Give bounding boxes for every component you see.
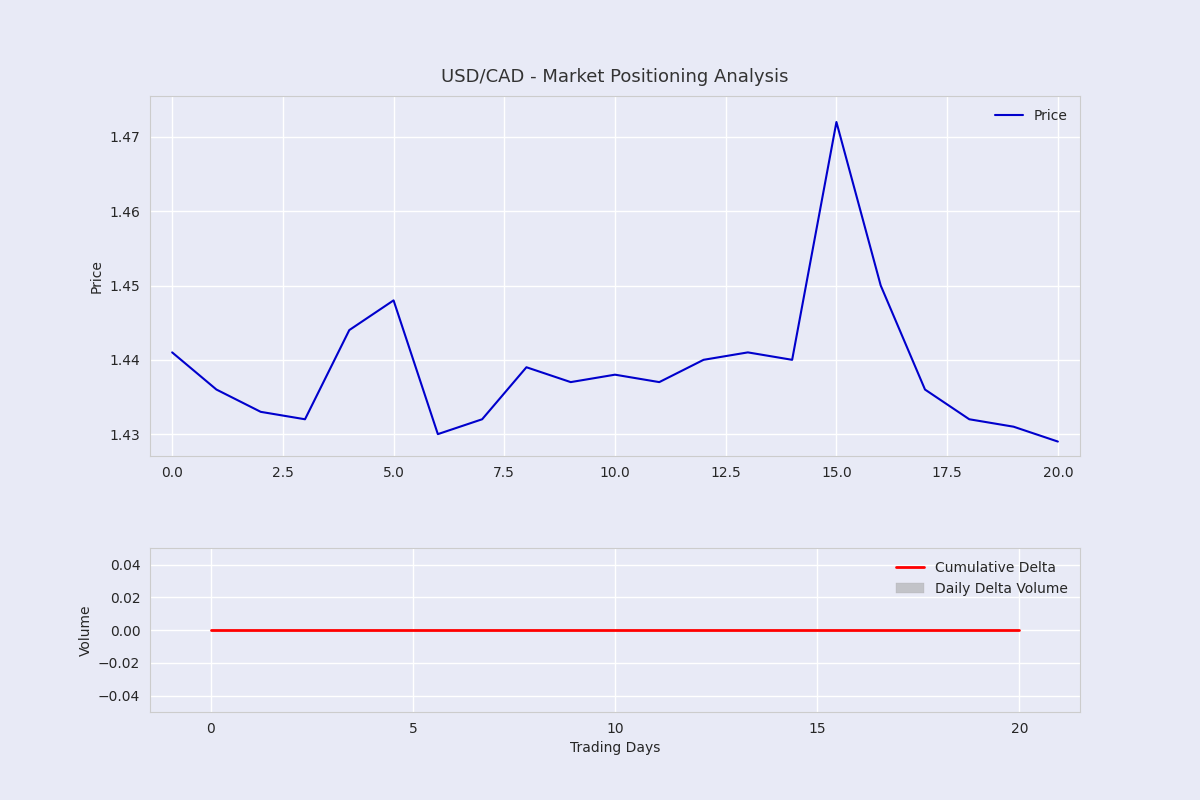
Price: [298, 414, 312, 424]
Cumulative Delta: [446, 626, 461, 635]
Cumulative Delta: [851, 626, 865, 635]
Cumulative Delta: [931, 626, 946, 635]
Cumulative Delta: [608, 626, 623, 635]
Price: [962, 414, 977, 424]
Price: [785, 355, 799, 365]
Cumulative Delta: [568, 626, 582, 635]
Price: [253, 407, 268, 417]
Cumulative Delta: [648, 626, 662, 635]
X-axis label: Trading Days: Trading Days: [570, 742, 660, 755]
Price: [209, 385, 223, 394]
Title: USD/CAD - Market Positioning Analysis: USD/CAD - Market Positioning Analysis: [442, 68, 788, 86]
Price: [652, 378, 666, 387]
Price: [608, 370, 623, 379]
Price: [564, 378, 578, 387]
Cumulative Delta: [769, 626, 784, 635]
Legend: Price: Price: [989, 103, 1073, 128]
Cumulative Delta: [406, 626, 420, 635]
Price: [520, 362, 534, 372]
Cumulative Delta: [890, 626, 905, 635]
Cumulative Delta: [730, 626, 744, 635]
Price: [475, 414, 490, 424]
Cumulative Delta: [365, 626, 379, 635]
Cumulative Delta: [689, 626, 703, 635]
Cumulative Delta: [972, 626, 986, 635]
Cumulative Delta: [486, 626, 500, 635]
Price: [164, 347, 179, 357]
Cumulative Delta: [527, 626, 541, 635]
Price: [342, 326, 356, 335]
Price: [1051, 437, 1066, 446]
Price: [918, 385, 932, 394]
Price: [696, 355, 710, 365]
Price: [740, 347, 755, 357]
Line: Price: Price: [172, 122, 1058, 442]
Y-axis label: Volume: Volume: [78, 604, 92, 656]
Cumulative Delta: [810, 626, 824, 635]
Price: [874, 281, 888, 290]
Cumulative Delta: [204, 626, 218, 635]
Price: [829, 118, 844, 127]
Price: [1007, 422, 1021, 431]
Price: [386, 295, 401, 305]
Cumulative Delta: [1012, 626, 1026, 635]
Price: [431, 430, 445, 439]
Cumulative Delta: [325, 626, 340, 635]
Y-axis label: Price: Price: [90, 259, 104, 293]
Cumulative Delta: [244, 626, 258, 635]
Cumulative Delta: [284, 626, 299, 635]
Legend: Cumulative Delta, Daily Delta Volume: Cumulative Delta, Daily Delta Volume: [890, 555, 1073, 601]
